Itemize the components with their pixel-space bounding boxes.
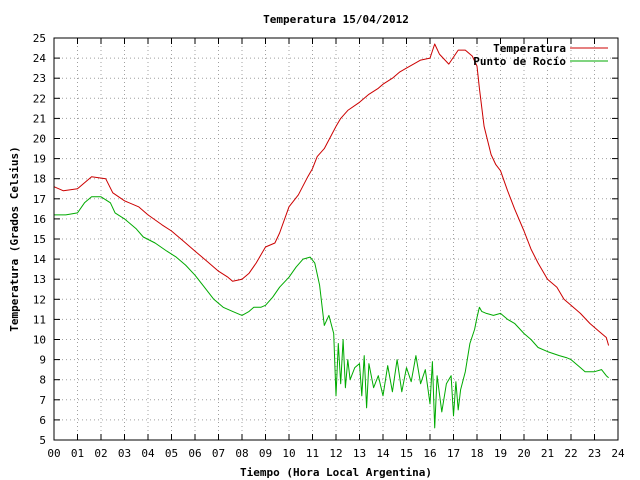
grid (54, 38, 618, 440)
x-tick-label: 19 (494, 447, 507, 460)
x-tick-label: 03 (118, 447, 131, 460)
x-tick-label: 06 (188, 447, 201, 460)
y-tick-label: 24 (33, 52, 47, 65)
y-tick-label: 15 (33, 233, 46, 246)
x-tick-label: 22 (564, 447, 577, 460)
y-tick-label: 16 (33, 213, 46, 226)
y-tick-label: 8 (39, 374, 46, 387)
y-tick-label: 19 (33, 153, 46, 166)
x-tick-label: 00 (47, 447, 60, 460)
series-layer (53, 43, 610, 429)
x-tick-label: 23 (588, 447, 601, 460)
series-line-punto-de-rocio (54, 196, 609, 429)
y-tick-label: 12 (33, 293, 46, 306)
y-tick-label: 6 (39, 414, 46, 427)
y-tick-label: 11 (33, 313, 46, 326)
legend-label-punto-de-rocio: Punto de Rocío (473, 55, 566, 68)
legend-label-temperatura: Temperatura (493, 42, 566, 55)
x-tick-label: 10 (282, 447, 295, 460)
tick-layer: 00 01 02 03 04 05 06 07 08 09 10 11 12 13 14 15 16 17 18 19… (33, 32, 625, 460)
x-tick-label: 14 (376, 447, 390, 460)
y-tick-label: 21 (33, 112, 46, 125)
y-tick-label: 9 (39, 354, 46, 367)
x-tick-label: 13 (353, 447, 366, 460)
x-tick-label: 16 (423, 447, 436, 460)
x-tick-label: 09 (259, 447, 272, 460)
y-axis-label: Temperatura (Grados Celsius) (8, 146, 21, 331)
x-tick-label: 15 (400, 447, 413, 460)
x-tick-label: 24 (611, 447, 625, 460)
x-tick-label: 12 (329, 447, 342, 460)
y-tick-label: 10 (33, 334, 46, 347)
y-tick-label: 20 (33, 133, 46, 146)
y-tick-label: 18 (33, 173, 46, 186)
x-axis-label: Tiempo (Hora Local Argentina) (240, 466, 432, 479)
y-tick-label: 14 (33, 253, 47, 266)
x-tick-label: 21 (541, 447, 554, 460)
x-tick-label: 04 (141, 447, 155, 460)
y-tick-label: 7 (39, 394, 46, 407)
legend: Temperatura Punto de Rocío (473, 42, 608, 68)
x-tick-label: 07 (212, 447, 225, 460)
y-tick-label: 22 (33, 92, 46, 105)
y-tick-label: 23 (33, 72, 46, 85)
x-tick-label: 08 (235, 447, 248, 460)
y-tick-label: 5 (39, 434, 46, 447)
x-tick-label: 01 (71, 447, 84, 460)
x-tick-label: 05 (165, 447, 178, 460)
x-tick-label: 20 (517, 447, 530, 460)
y-tick-label: 17 (33, 193, 46, 206)
x-tick-label: 02 (94, 447, 107, 460)
x-tick-label: 11 (306, 447, 319, 460)
y-tick-label: 25 (33, 32, 46, 45)
chart-title: Temperatura 15/04/2012 (263, 13, 409, 26)
y-tick-label: 13 (33, 273, 46, 286)
x-tick-label: 18 (470, 447, 483, 460)
x-tick-label: 17 (447, 447, 460, 460)
series-line-temperatura (53, 43, 610, 346)
